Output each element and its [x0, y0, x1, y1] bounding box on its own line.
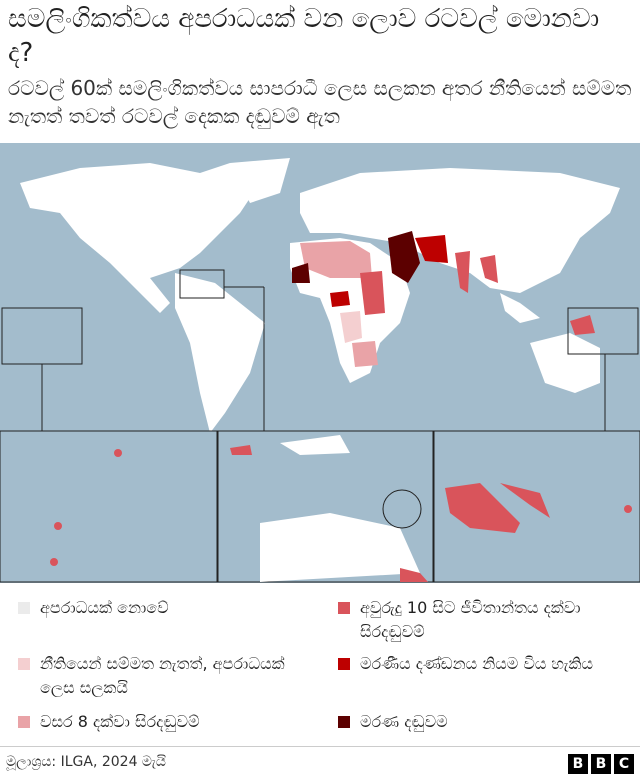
- country: [50, 558, 58, 566]
- legend-label: අවුරුදු 10 සිට ජීවිතාන්තය දක්වා සිරදඬුවම…: [360, 598, 581, 641]
- legend-swatch: [18, 658, 30, 670]
- country: [330, 291, 350, 307]
- source: මූලාශ්‍රය: ILGA, 2024 මැයි: [6, 754, 166, 770]
- legend-label: අපරාධයක් නොවේ: [40, 598, 169, 617]
- country: [624, 505, 632, 513]
- country: [340, 311, 362, 343]
- insets: [0, 430, 640, 583]
- country: [500, 483, 550, 518]
- country: [114, 449, 122, 457]
- country: [300, 241, 372, 278]
- connectors: [41, 286, 606, 431]
- country: [388, 231, 420, 283]
- caribbean-box: [179, 269, 225, 299]
- country: [415, 235, 448, 263]
- country: [352, 341, 378, 367]
- legend-label: වසර 8 දක්වා සිරදඬුවම්: [40, 712, 200, 731]
- title: සමලිංගිකත්වය අපරාධයක් වන ලොව රටවල් මොනවා…: [8, 4, 600, 68]
- legend-swatch: [18, 716, 30, 728]
- legend-swatch: [338, 602, 350, 614]
- logo-letter: C: [614, 754, 634, 774]
- legend-swatch: [338, 716, 350, 728]
- legend-swatch: [18, 602, 30, 614]
- divider: [0, 746, 640, 747]
- bbc-logo: B B C: [568, 754, 634, 774]
- country: [480, 255, 498, 283]
- world-map: [0, 143, 640, 583]
- country: [400, 568, 428, 582]
- country: [570, 315, 595, 335]
- country: [230, 445, 252, 455]
- logo-letter: B: [591, 754, 611, 774]
- country: [54, 522, 62, 530]
- country: [292, 263, 310, 283]
- country: [455, 251, 470, 293]
- legend-swatch: [338, 658, 350, 670]
- legend-label: මරණ දඬුවම: [360, 712, 448, 731]
- highlighted-countries: [292, 231, 595, 367]
- legend-label: මරණීය දණ්ඩනය නියම විය හැකිය: [360, 654, 593, 673]
- subtitle: රටවල් 60ක් සමලිංගිකත්වය සාපරාධී ලෙස සලකන…: [8, 76, 632, 128]
- country: [360, 271, 385, 315]
- country: [445, 483, 520, 533]
- png-box: [567, 307, 639, 355]
- logo-letter: B: [568, 754, 588, 774]
- legend-label: නීතියෙන් සම්මත නැතත්, අපරාධයක් ලෙස සලකයි: [40, 654, 285, 697]
